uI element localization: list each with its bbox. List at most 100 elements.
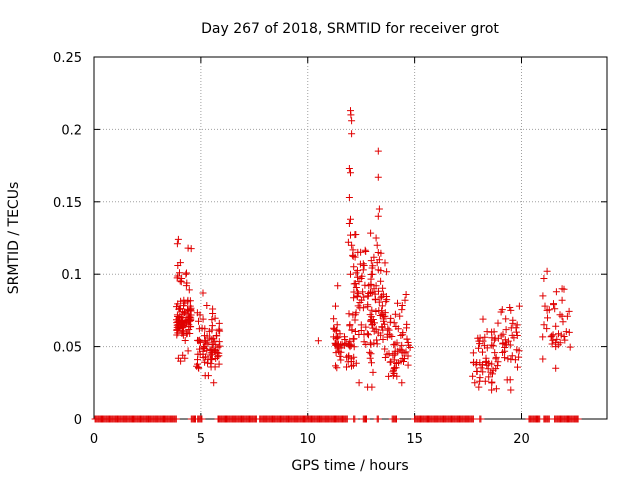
data-point [515,347,523,355]
data-point [499,330,507,338]
data-point [347,231,354,239]
data-point [552,364,560,372]
data-point [548,340,556,348]
data-point [374,329,382,337]
data-point [363,415,370,423]
data-point [353,293,361,301]
y-tick-label: 0.25 [53,51,82,66]
data-point [215,338,223,346]
data-point [387,314,395,322]
data-point [488,386,496,394]
data-point [366,348,374,356]
data-point [348,241,356,249]
data-point [469,349,477,357]
data-point [557,331,565,339]
data-point [337,356,345,364]
data-point [208,356,216,364]
y-tick-label: 0.2 [61,123,82,138]
data-point [492,365,500,373]
data-point [473,367,481,375]
data-point [386,358,394,366]
data-point [351,415,359,423]
data-point [173,311,181,319]
data-point [208,322,216,330]
data-point [494,358,502,366]
y-tick-label: 0.15 [53,196,82,211]
data-point [368,306,376,314]
data-point [362,248,370,255]
data-point [393,339,401,347]
data-point [370,327,378,335]
data-point [471,379,479,387]
data-point [177,357,185,365]
data-point [492,353,500,361]
data-point [367,275,375,283]
data-point [479,315,487,323]
data-point [485,373,493,381]
data-point [488,379,496,387]
data-point [393,415,400,423]
data-point [206,334,214,342]
data-point [201,372,209,380]
data-point [482,358,490,366]
data-point [364,303,372,311]
data-point [357,327,365,334]
data-point [374,415,382,423]
data-point [215,327,223,335]
data-point [382,298,390,306]
data-point [539,292,547,300]
data-point [215,319,223,327]
data-point [398,306,406,314]
data-point [399,355,407,362]
data-point [368,270,376,278]
data-point [354,290,362,298]
data-point [489,342,497,350]
data-point [381,259,389,267]
data-point [389,372,397,380]
data-point [398,346,406,354]
data-point [372,282,380,290]
data-point [380,317,387,325]
data-point [179,324,187,332]
x-tick-label: 15 [406,432,423,447]
data-point [347,358,355,365]
y-axis-label: SRMTID / TECUs [6,182,22,295]
data-point [355,331,363,338]
data-point [330,315,338,323]
data-point [350,288,358,296]
data-point [350,335,357,343]
data-point [379,336,387,343]
data-point [393,372,401,380]
data-point [211,314,219,322]
data-point [332,362,339,370]
data-point [560,333,568,340]
data-point [332,326,340,334]
chart-title: Day 267 of 2018, SRMTID for receiver gro… [201,21,499,37]
data-point [195,364,203,372]
data-point [345,165,353,172]
data-point [553,335,561,343]
data-point [358,296,366,304]
data-point [507,386,515,394]
data-point [345,220,353,227]
data-point [186,302,194,310]
data-point [332,302,339,310]
data-point [565,307,573,315]
data-point [552,343,560,351]
data-point [507,306,515,314]
data-point [402,291,410,298]
data-point [395,359,403,367]
data-point [378,307,386,315]
data-point [334,282,342,290]
data-point [333,321,341,329]
data-point [194,360,201,368]
data-point [481,333,489,341]
data-point [210,379,218,387]
data-point [346,337,354,345]
data-point [374,173,382,181]
data-point [349,251,357,259]
y-tick-labels: 0 0.05 0.1 0.15 0.2 0.25 [53,51,82,428]
data-point [208,316,216,324]
